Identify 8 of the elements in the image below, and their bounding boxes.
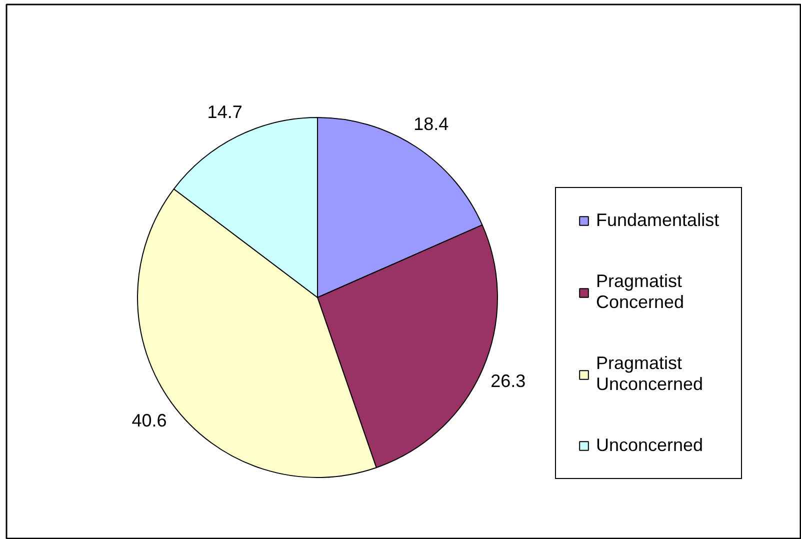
data-label: 26.3 [490, 371, 526, 392]
data-label: 40.6 [132, 410, 167, 430]
legend-label: Pragmatist Unconcerned [596, 353, 704, 395]
legend-label: Fundamentalist [596, 210, 720, 231]
data-label: 18.4 [414, 114, 449, 134]
legend-label: Unconcerned [596, 435, 704, 456]
data-label: 14.7 [207, 102, 242, 122]
legend-label: Pragmatist Concerned [596, 271, 684, 313]
